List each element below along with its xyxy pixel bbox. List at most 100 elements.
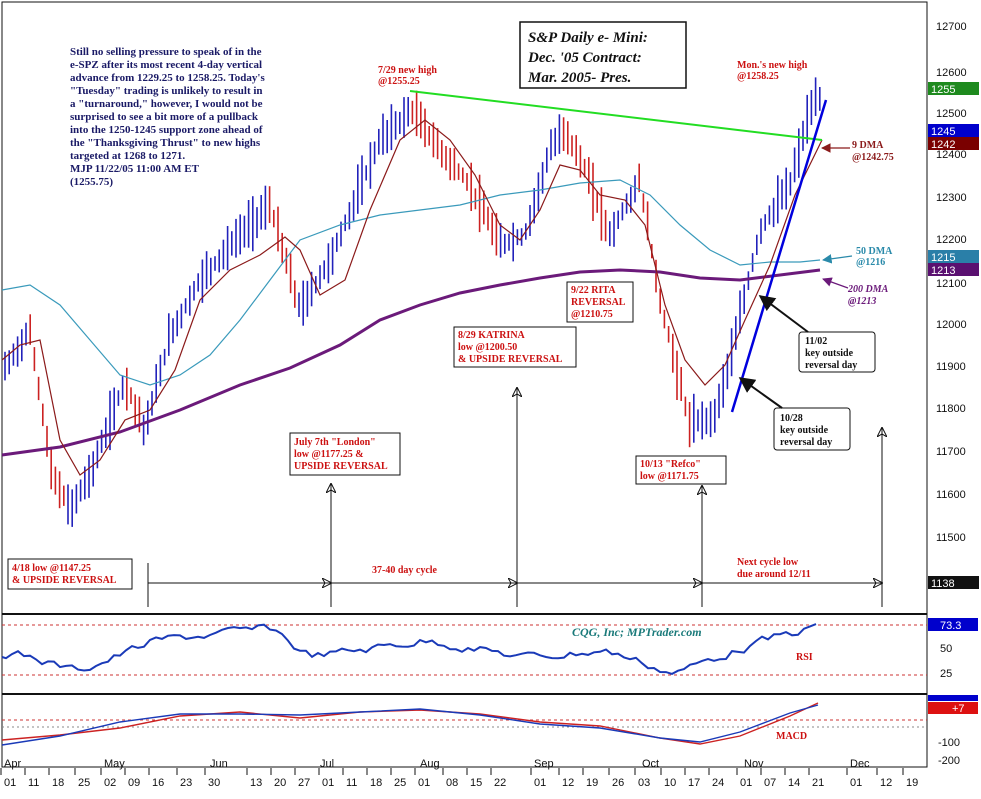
london-line: UPSIDE REVERSAL (294, 461, 388, 472)
y-tick-label: 11800 (936, 403, 966, 415)
katrina-line: 8/29 KATRINA (458, 330, 526, 341)
x-day-label: 18 (52, 777, 64, 789)
price-tag (928, 576, 979, 589)
nov02-arrow (758, 295, 809, 333)
x-day-label: 01 (850, 777, 862, 789)
macd-tick-label: -100 (938, 737, 960, 749)
commentary-line: e-SPZ after its most recent 4-day vertic… (70, 59, 262, 71)
x-day-label: 12 (562, 777, 574, 789)
x-month-label: Nov (744, 758, 764, 770)
x-day-label: 18 (370, 777, 382, 789)
y-tick-label: 12600 (936, 67, 967, 79)
price-tag (928, 124, 979, 137)
price-tag-label: 1213 (931, 265, 955, 277)
x-day-label: 27 (298, 777, 310, 789)
y-tick-label: 11700 (936, 446, 966, 458)
x-day-label: 07 (764, 777, 776, 789)
dma9-label: 9 DMA (852, 140, 884, 151)
refco-line: 10/13 "Refco" (640, 459, 701, 470)
annotation-729-high-value: @1255.25 (378, 76, 420, 87)
rsi-tag (928, 618, 978, 631)
commentary-line: Still no selling pressure to speak of in… (70, 46, 262, 58)
commentary-line: a "turnaround," however, I would not be (70, 98, 263, 110)
rsi-tick-label: 50 (940, 643, 952, 655)
rsi-tick-label: 25 (940, 668, 952, 680)
x-month-label: Jun (210, 758, 228, 770)
commentary-line: "Tuesday" trading is unlikely to result … (70, 85, 263, 97)
nov02-line: 11/02 (805, 336, 827, 347)
rsi-tag-label: 73.3 (940, 620, 961, 632)
y-tick-label: 11600 (936, 489, 966, 501)
price-axis: 12700 12600 12500 12400 12300 12200 1210… (936, 21, 967, 544)
nov02-line: key outside (805, 348, 854, 359)
x-month-label: Sep (534, 758, 554, 770)
macd-tag-label: +7 (952, 703, 965, 715)
commentary-line: MJP 11/22/05 11:00 AM ET (70, 163, 200, 175)
x-day-label: 24 (712, 777, 724, 789)
y-tick-label: 12300 (936, 192, 967, 204)
x-day-label: 26 (612, 777, 624, 789)
next-cycle-label: Next cycle low (737, 557, 799, 568)
katrina-line: low @1200.50 (458, 342, 517, 353)
macd-tag-red (928, 702, 978, 714)
dma50-label: 50 DMA (856, 246, 893, 257)
x-day-label: 25 (394, 777, 406, 789)
x-day-label: 01 (534, 777, 546, 789)
x-month-label: Oct (642, 758, 659, 770)
london-line: July 7th "London" (294, 437, 376, 448)
price-tag (928, 82, 979, 95)
x-day-label: 08 (446, 777, 458, 789)
apr18-line: & UPSIDE REVERSAL (12, 575, 117, 586)
x-day-label: 17 (688, 777, 700, 789)
price-tag-label: 1215 (931, 252, 955, 264)
x-day-label: 01 (322, 777, 334, 789)
y-tick-label: 11900 (936, 361, 966, 373)
dma200-label: 200 DMA (847, 284, 889, 295)
ma200-line (1, 268, 821, 457)
x-day-label: 10 (664, 777, 676, 789)
annotation-mon-high: Mon.'s new high (737, 60, 808, 71)
dma200-arrow (822, 277, 849, 289)
refco-callout: 10/13 "Refco" low @1171.75 (635, 455, 727, 485)
x-day-label: 09 (128, 777, 140, 789)
rita-line: @1210.75 (571, 309, 613, 320)
x-day-label: 30 (208, 777, 220, 789)
macd-signal-line (1, 704, 819, 746)
refco-line: low @1171.75 (640, 471, 699, 482)
apr18-callout: 4/18 low @1147.25 & UPSIDE REVERSAL (7, 558, 133, 590)
y-tick-label: 12200 (936, 234, 967, 246)
x-day-label: 25 (78, 777, 90, 789)
london-line: low @1177.25 & (294, 449, 364, 460)
x-day-label: 01 (4, 777, 16, 789)
macd-label: MACD (776, 731, 807, 742)
price-tag (928, 250, 979, 263)
katrina-callout: 8/29 KATRINA low @1200.50 & UPSIDE REVER… (453, 326, 577, 368)
commentary-line: advance from 1229.25 to 1258.25. Today's (70, 72, 265, 84)
x-day-label: 20 (274, 777, 286, 789)
dma200-value: @1213 (848, 296, 876, 307)
commentary: Still no selling pressure to speak of in… (70, 46, 265, 188)
x-day-label: 13 (250, 777, 262, 789)
macd-tick-label: -200 (938, 755, 960, 767)
price-tag-label: 1138 (931, 578, 955, 590)
rsi-line (1, 623, 817, 675)
london-callout: July 7th "London" low @1177.25 & UPSIDE … (289, 432, 401, 476)
x-day-label: 11 (28, 777, 39, 789)
chart-title-line: Mar. 2005- Pres. (527, 70, 631, 86)
chart-title-line: Dec. '05 Contract: (527, 50, 642, 66)
dma50-value: @1216 (856, 257, 885, 268)
price-tag (928, 263, 979, 276)
x-day-label: 01 (740, 777, 752, 789)
y-tick-label: 12100 (936, 278, 967, 290)
rsi-label: RSI (796, 652, 813, 663)
cqg-credit: CQG, Inc; MPTrader.com (572, 625, 702, 639)
support-trendline (730, 99, 828, 413)
dma50-arrow (822, 254, 853, 264)
x-day-label: 19 (906, 777, 918, 789)
x-day-label: 01 (418, 777, 430, 789)
oct28-line: key outside (780, 425, 829, 436)
rita-line: 9/22 RITA (571, 285, 616, 296)
x-month-label: Apr (4, 758, 21, 770)
commentary-line: into the 1250-1245 support zone ahead of (70, 124, 263, 136)
